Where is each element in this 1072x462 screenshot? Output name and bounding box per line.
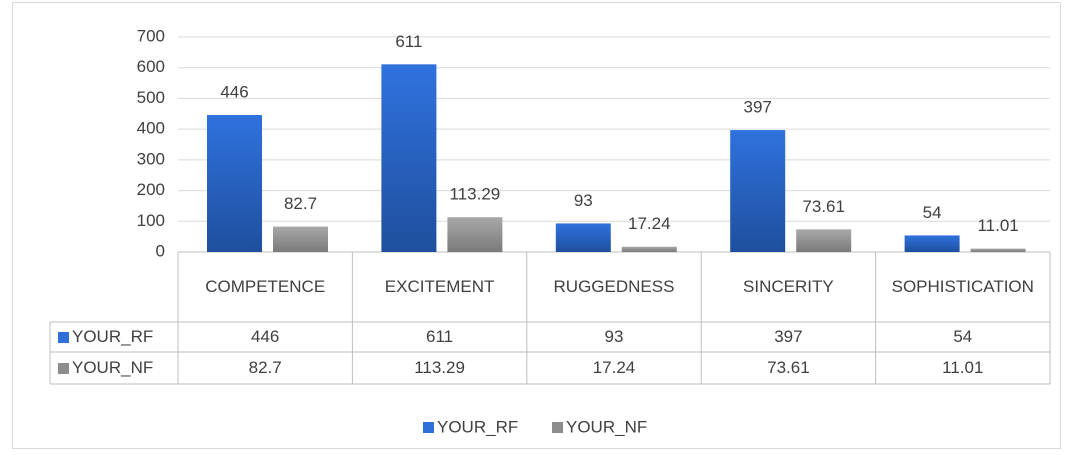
- y-tick-label: 400: [137, 119, 165, 138]
- table-value: 17.24: [592, 358, 636, 377]
- bar: [730, 130, 786, 252]
- bar: [207, 115, 262, 252]
- data-label: 73.61: [802, 197, 845, 216]
- bar: [970, 248, 1026, 252]
- y-tick-label: 500: [137, 88, 165, 107]
- data-label: 397: [744, 98, 772, 117]
- y-tick-label: 200: [137, 180, 165, 199]
- x-tick-label: SINCERITY: [743, 277, 834, 296]
- row-label: YOUR_NF: [72, 358, 154, 377]
- legend-key: [58, 331, 69, 343]
- legend-key: [58, 362, 69, 374]
- table-value: 11.01: [942, 358, 984, 377]
- data-label: 11.01: [977, 216, 1018, 235]
- data-label: 82.7: [284, 194, 317, 213]
- data-label: 54: [923, 203, 942, 222]
- legend-label: YOUR_NF: [566, 417, 647, 436]
- bar: [447, 217, 503, 252]
- legend-swatch: [552, 422, 563, 433]
- bar: [273, 226, 328, 252]
- chart-frame: [12, 2, 1061, 449]
- legend-swatch: [423, 422, 434, 433]
- y-tick-label: 100: [137, 211, 165, 230]
- x-tick-label: SOPHISTICATION: [891, 277, 1034, 296]
- legend-label: YOUR_RF: [437, 417, 518, 436]
- bar: [381, 64, 437, 252]
- data-label: 93: [574, 191, 593, 210]
- y-tick-label: 600: [137, 57, 165, 76]
- y-tick-label: 700: [137, 26, 165, 45]
- y-tick-label: 300: [137, 149, 165, 168]
- table-row-header: YOUR_RF: [50, 322, 178, 352]
- bar: [555, 223, 611, 252]
- table-value: 73.61: [767, 358, 810, 377]
- table-value: 611: [426, 327, 454, 346]
- data-label: 446: [220, 82, 248, 101]
- data-label: 17.24: [628, 214, 671, 233]
- table-value: 446: [251, 327, 280, 346]
- x-tick-label: EXCITEMENT: [384, 277, 495, 296]
- bar: [796, 229, 852, 252]
- table-value: 54: [953, 327, 973, 346]
- table-value: 93: [604, 327, 624, 346]
- table-value: 113.29: [414, 358, 465, 377]
- bar: [904, 235, 960, 252]
- table-row-header: YOUR_NF: [50, 352, 178, 384]
- x-tick-label: RUGGEDNESS: [553, 277, 675, 296]
- table-value: 397: [774, 327, 803, 346]
- data-label: 611: [395, 32, 422, 51]
- x-tick-label: COMPETENCE: [205, 277, 326, 296]
- y-tick-label: 0: [156, 241, 165, 260]
- bar: [621, 246, 677, 252]
- table-value: 82.7: [248, 358, 282, 377]
- data-label: 113.29: [450, 185, 501, 204]
- row-label: YOUR_RF: [72, 327, 154, 346]
